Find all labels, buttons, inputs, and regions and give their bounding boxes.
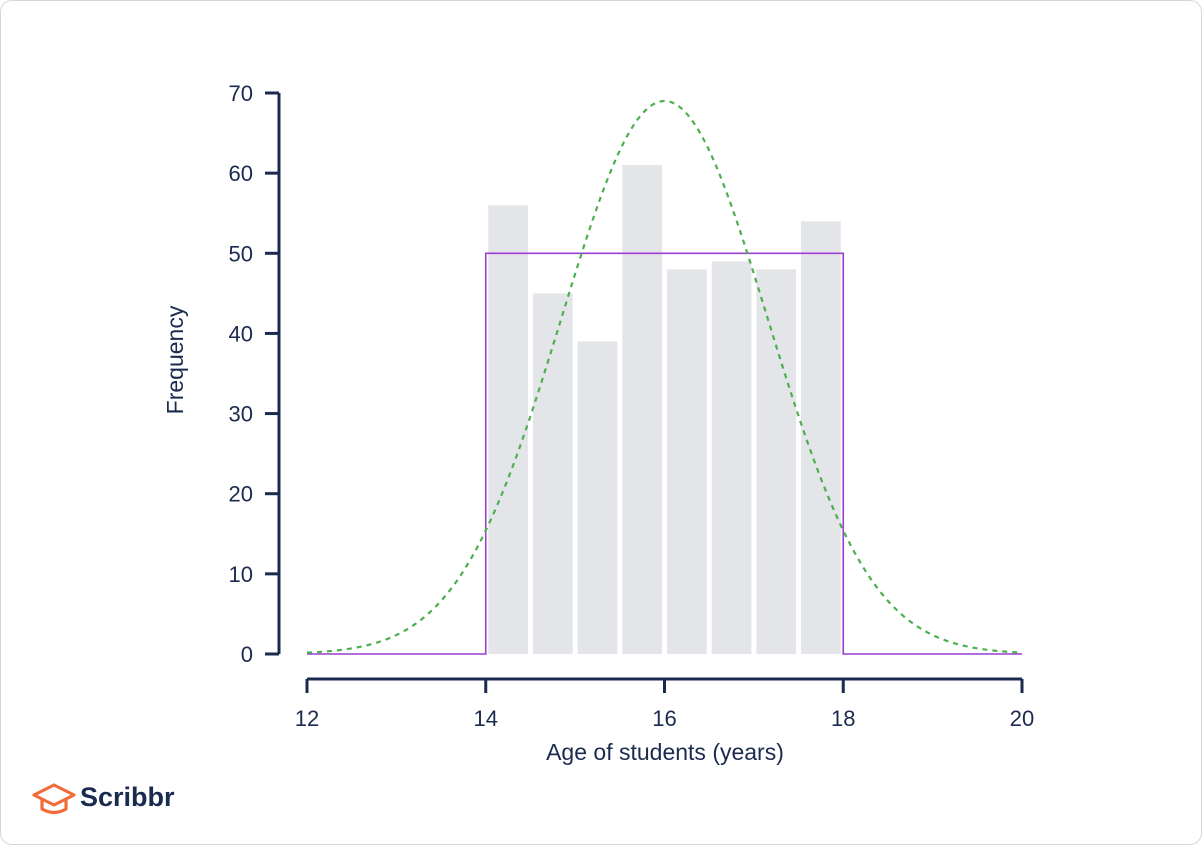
x-tick-label-12: 12 (295, 706, 319, 731)
x-tick-label-20: 20 (1010, 706, 1034, 731)
histogram-bar-2 (532, 293, 573, 654)
graduation-cap-icon (32, 783, 76, 815)
histogram-bar-1 (488, 205, 528, 654)
y-tick-label-20: 20 (229, 482, 253, 507)
histogram-bar-6 (711, 261, 752, 654)
bars-layer (488, 165, 841, 654)
histogram-bar-7 (756, 269, 797, 654)
histogram-bar-5 (667, 269, 707, 654)
axes-layer: 0 10 20 30 40 50 60 70 12 14 16 18 20 (229, 81, 1035, 731)
x-tick-label-16: 16 (652, 706, 676, 731)
y-tick-label-50: 50 (229, 241, 253, 266)
y-tick-label-30: 30 (229, 402, 253, 427)
histogram-bar-4 (622, 165, 662, 654)
histogram-bar-3 (577, 341, 618, 654)
y-tick-label-0: 0 (241, 642, 253, 667)
y-tick-label-10: 10 (229, 562, 253, 587)
x-tick-label-18: 18 (831, 706, 855, 731)
y-tick-label-40: 40 (229, 321, 253, 346)
histogram-bar-8 (801, 221, 841, 654)
curves-layer (306, 99, 1023, 655)
y-axis-title: Frequency (162, 305, 188, 414)
x-tick-label-14: 14 (474, 706, 498, 731)
brand-logo: Scribbr (32, 782, 175, 815)
normal-distribution-curve (306, 99, 1023, 654)
y-tick-label-70: 70 (229, 81, 253, 106)
brand-name: Scribbr (80, 782, 175, 812)
uniform-distribution-line (307, 252, 1022, 655)
x-axis-title: Age of students (years) (546, 739, 784, 765)
y-tick-label-60: 60 (229, 161, 253, 186)
